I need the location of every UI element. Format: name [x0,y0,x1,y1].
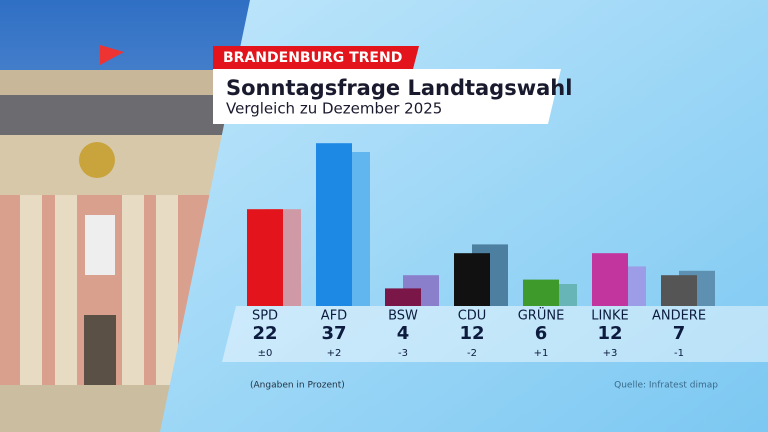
value-label: 12 [597,323,622,344]
category-label: SPD [252,309,278,324]
bar [385,288,421,306]
category-label: AFD [321,309,347,324]
bar [661,275,697,306]
category-label: BSW [388,309,418,324]
chart-subtitle: Vergleich zu Dezember 2025 [226,100,442,118]
category-label: ANDERE [652,309,706,324]
chart-title: Sonntagsfrage Landtagswahl [226,76,572,100]
category-label: CDU [458,309,487,324]
change-label: -2 [467,348,477,359]
bar [316,143,352,306]
change-label: ±0 [258,348,273,359]
note: (Angaben in Prozent) [250,381,345,391]
title-box [213,69,561,124]
label-strip [222,306,768,362]
change-label: +2 [327,348,342,359]
value-label: 7 [673,323,686,344]
change-label: -1 [674,348,684,359]
change-label: +3 [603,348,618,359]
value-label: 12 [459,323,484,344]
bar [247,209,283,306]
category-label: LINKE [591,309,629,324]
bar [523,279,559,306]
category-label: GRÜNE [518,307,565,324]
value-label: 37 [321,323,346,344]
change-label: -3 [398,348,408,359]
change-label: +1 [534,348,549,359]
bar [454,253,490,306]
tag-box [213,46,419,69]
bar [592,253,628,306]
value-label: 6 [535,323,548,344]
source: Quelle: Infratest dimap [614,381,718,391]
value-label: 4 [397,323,410,344]
tag: BRANDENBURG TREND [223,50,402,66]
value-label: 22 [252,323,277,344]
